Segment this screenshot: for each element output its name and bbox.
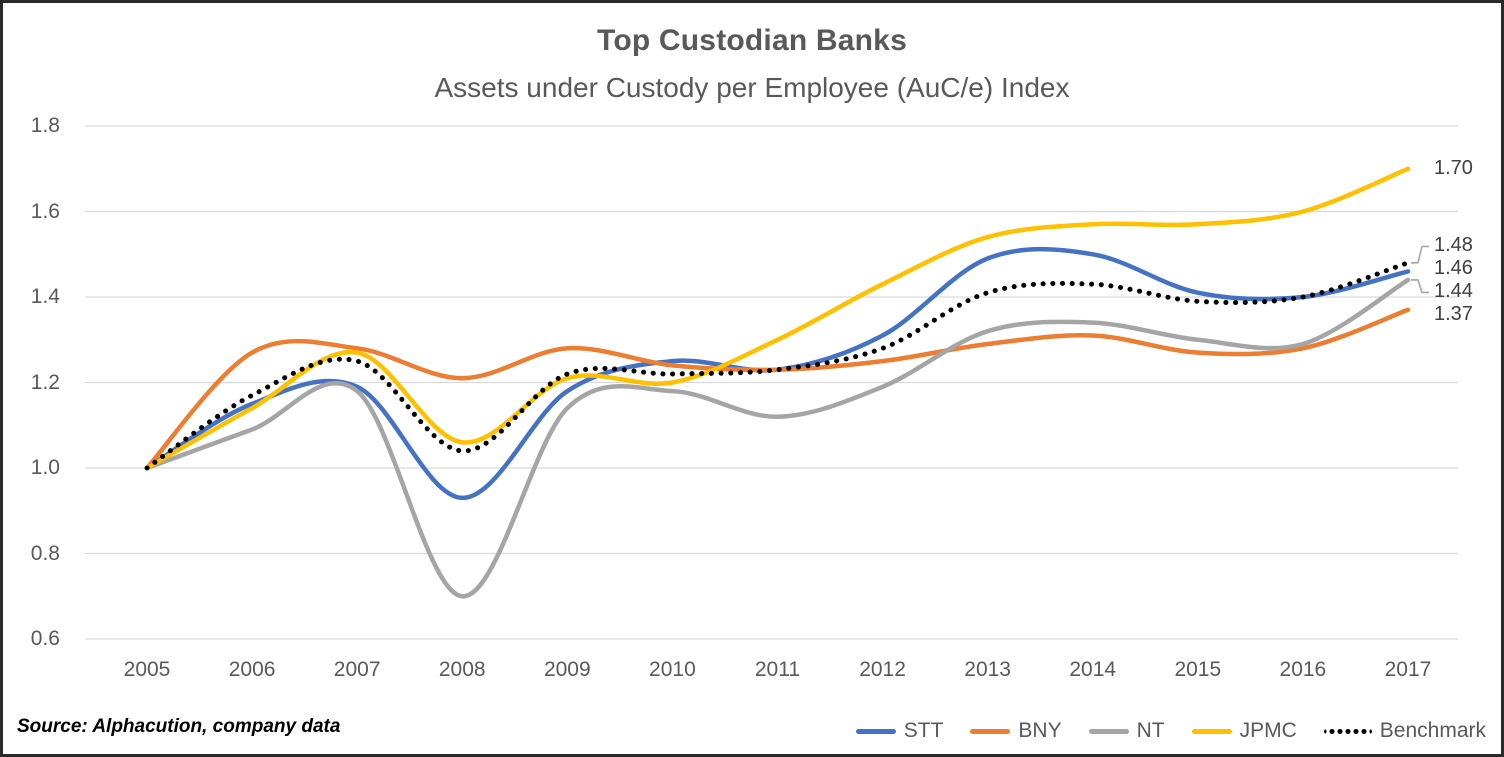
y-tick-label: 1.2 [30,370,60,394]
end-label-benchmark: 1.48 [1433,234,1473,257]
chart-legend: STT BNY NT JPMC Benchmark [855,714,1486,748]
chart-subtitle: Assets under Custody per Employee (AuC/e… [434,72,1070,103]
end-label-nt: 1.44 [1433,280,1473,303]
y-tick-label: 0.8 [30,541,60,565]
legend-label-jpmc: JPMC [1239,719,1297,742]
legend-swatch-stt [855,728,896,734]
x-tick-label: 2013 [964,658,1011,681]
legend-item-stt: STT [855,719,944,743]
x-tick-label: 2017 [1384,658,1432,681]
y-tick-label: 1.6 [30,199,60,223]
end-label-bny: 1.37 [1433,303,1473,326]
series-line-benchmark [144,260,1411,471]
series-line-bny [144,307,1411,471]
x-tick-label: 2010 [649,658,696,681]
legend-swatch-jpmc [1191,728,1232,734]
source-note: Source: Alphacution, company data [17,716,341,737]
leader-line-benchmark [1410,245,1429,264]
x-tick-label: 2007 [333,658,381,681]
x-tick-label: 2016 [1279,658,1327,681]
leader-line-nt [1410,279,1429,294]
x-tick-label: 2005 [123,658,171,681]
chart-title: Top Custodian Banks [597,24,907,57]
legend-label-nt: NT [1136,719,1165,742]
legend-swatch-benchmark [1323,728,1372,734]
legend-label-stt: STT [903,719,944,742]
x-tick-label: 2015 [1174,658,1222,681]
legend-item-jpmc: JPMC [1191,719,1297,743]
legend-item-bny: BNY [970,719,1062,743]
legend-label-bny: BNY [1018,719,1062,742]
series-line-nt [144,277,1411,599]
end-label-stt: 1.46 [1433,257,1473,280]
y-tick-label: 1.8 [30,114,60,137]
x-tick-label: 2011 [754,658,801,681]
series-line-stt [144,246,1411,501]
x-tick-label: 2008 [438,658,486,681]
series-line-jpmc [144,166,1411,471]
legend-item-benchmark: Benchmark [1323,719,1486,743]
x-tick-label: 2014 [1069,658,1117,681]
end-label-jpmc: 1.70 [1433,156,1473,179]
x-tick-label: 2012 [859,658,906,681]
y-tick-label: 0.6 [30,627,60,650]
x-tick-label: 2006 [228,658,276,681]
legend-label-benchmark: Benchmark [1379,719,1486,742]
legend-swatch-bny [970,728,1011,734]
y-tick-label: 1.4 [30,285,60,308]
legend-item-nt: NT [1088,719,1165,743]
y-tick-label: 1.0 [30,456,60,479]
x-tick-label: 2009 [543,658,591,681]
legend-swatch-nt [1088,728,1129,734]
